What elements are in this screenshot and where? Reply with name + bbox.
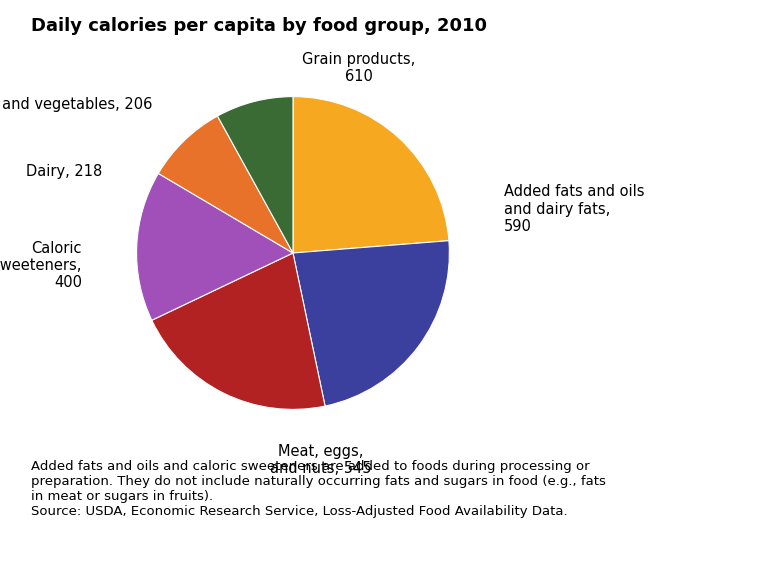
Text: Fruit and vegetables, 206: Fruit and vegetables, 206: [0, 97, 152, 112]
Text: Meat, eggs,
and nuts, 545: Meat, eggs, and nuts, 545: [271, 444, 372, 476]
Text: Caloric
sweeteners,
400: Caloric sweeteners, 400: [0, 240, 82, 290]
Text: Grain products,
610: Grain products, 610: [302, 52, 416, 84]
Text: Added fats and oils and caloric sweeteners are added to foods during processing : Added fats and oils and caloric sweetene…: [31, 460, 606, 518]
Wedge shape: [293, 97, 449, 253]
Wedge shape: [217, 97, 293, 253]
Wedge shape: [293, 241, 449, 406]
Wedge shape: [136, 174, 293, 320]
Text: Dairy, 218: Dairy, 218: [26, 164, 103, 179]
Text: Daily calories per capita by food group, 2010: Daily calories per capita by food group,…: [31, 17, 487, 35]
Text: Added fats and oils
and dairy fats,
590: Added fats and oils and dairy fats, 590: [504, 185, 645, 234]
Wedge shape: [158, 116, 293, 253]
Wedge shape: [152, 253, 325, 409]
